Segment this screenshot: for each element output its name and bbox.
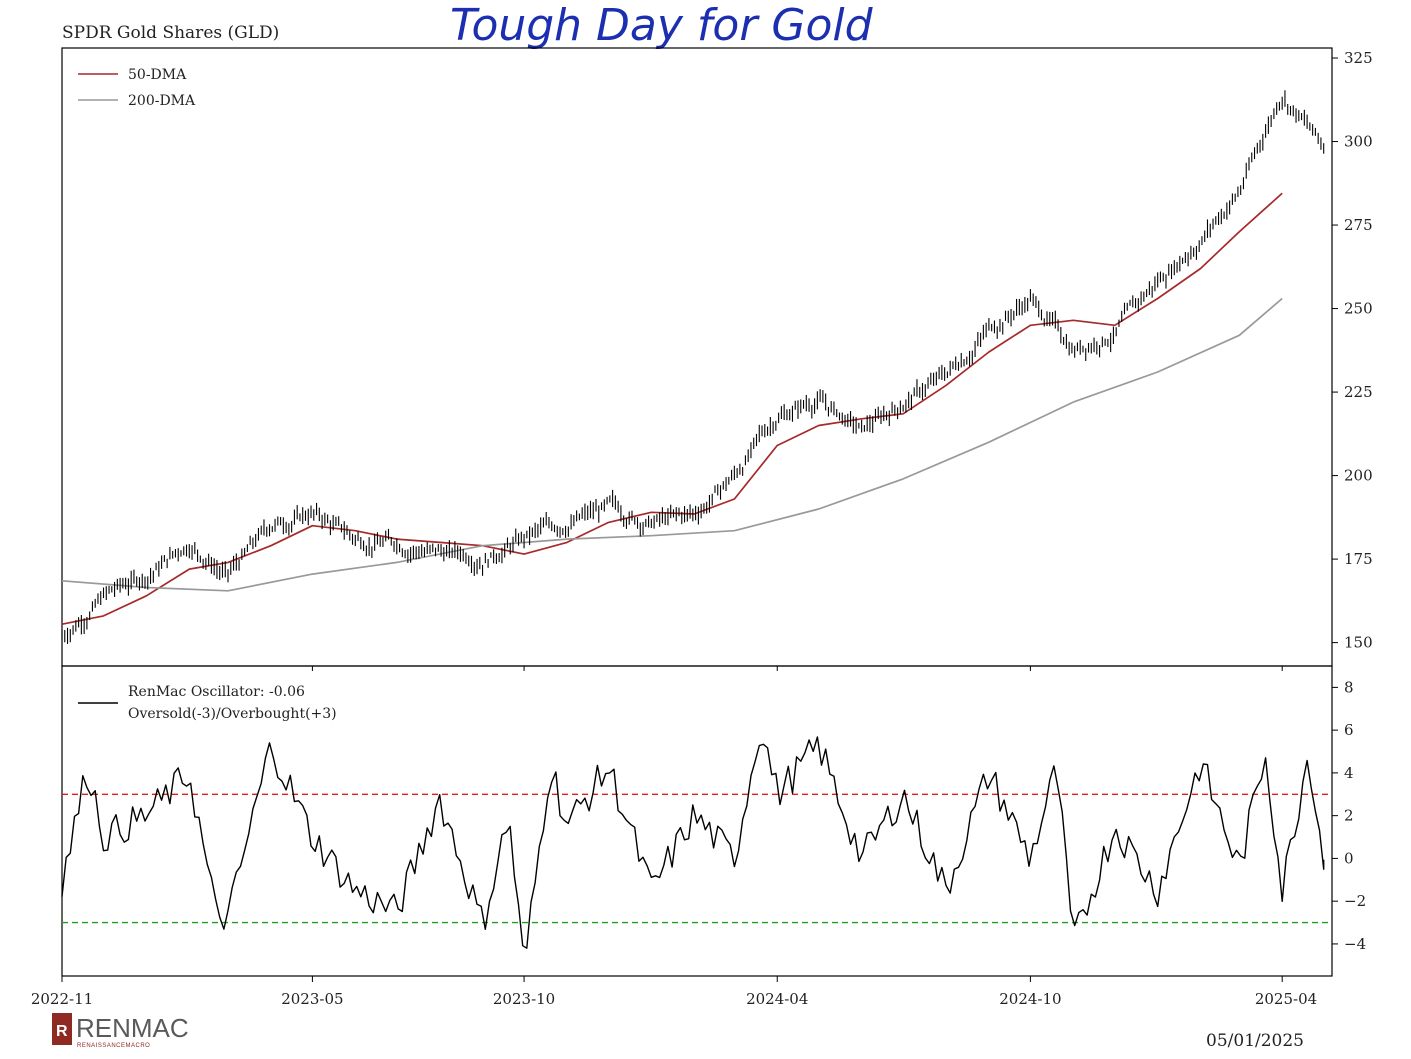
oscillator-tick-label: 0 [1344, 849, 1354, 867]
oscillator-tick-label: 4 [1344, 764, 1354, 782]
oscillator-tick-label: 8 [1344, 678, 1354, 696]
legend-label-50dma: 50-DMA [128, 67, 187, 83]
price-tick-label: 300 [1344, 133, 1373, 151]
price-tick-label: 225 [1344, 383, 1373, 401]
oscillator-tick-label: −2 [1344, 892, 1366, 910]
series-line-200dma [61, 297, 1283, 592]
x-tick-label: 2022-11 [31, 990, 93, 1008]
handwritten-annotation: Tough Day for Gold [450, 0, 874, 51]
price-y-axis: 150 175 200 225 250 275 300 325 [1332, 49, 1373, 652]
x-axis: 2022-11 2023-05 2023-10 2024-04 2024-10 2025-… [31, 666, 1317, 1008]
x-tick-label: 2024-10 [999, 990, 1061, 1008]
price-tick-label: 325 [1344, 49, 1373, 67]
price-series-group [61, 90, 1325, 644]
gld-price-bars [61, 90, 1325, 644]
oscillator-tick-label: 2 [1344, 807, 1354, 825]
oscillator-line [61, 736, 1325, 949]
renmac-logo: R RENMAC RENAISSANCEMACRO [52, 1013, 189, 1049]
price-panel-frame [61, 47, 1333, 667]
logo-name: RENMAC [76, 1013, 189, 1043]
legend-label-thresholds: Oversold(-3)/Overbought(+3) [128, 706, 337, 722]
price-tick-label: 250 [1344, 300, 1373, 318]
price-tick-label: 150 [1344, 634, 1373, 652]
oscillator-series-group [61, 736, 1332, 949]
oscillator-tick-label: −4 [1344, 935, 1366, 953]
oscillator-tick-label: 6 [1344, 721, 1354, 739]
price-tick-label: 200 [1344, 467, 1373, 485]
report-date: 05/01/2025 [1206, 1031, 1304, 1051]
logo-tagline: RENAISSANCEMACRO [77, 1043, 150, 1049]
series-line-50dma [61, 192, 1283, 626]
price-tick-label: 275 [1344, 216, 1373, 234]
oscillator-y-axis: −4 −2 0 2 4 6 8 [1332, 678, 1366, 953]
price-legend: 50-DMA 200-DMA [78, 67, 196, 109]
oscillator-panel-frame [61, 665, 1333, 977]
logo-mark [52, 1013, 72, 1045]
x-tick-label: 2024-04 [746, 990, 808, 1008]
logo-mark-letter: R [56, 1023, 68, 1040]
legend-label-oscillator: RenMac Oscillator: -0.06 [128, 684, 305, 700]
x-tick-label: 2025-04 [1255, 990, 1317, 1008]
legend-label-200dma: 200-DMA [128, 93, 196, 109]
x-tick-label: 2023-10 [493, 990, 555, 1008]
price-tick-label: 175 [1344, 550, 1373, 568]
chart-title: SPDR Gold Shares (GLD) [62, 23, 279, 43]
oscillator-legend: RenMac Oscillator: -0.06 Oversold(-3)/Ov… [78, 684, 337, 722]
x-tick-label: 2023-05 [281, 990, 343, 1008]
